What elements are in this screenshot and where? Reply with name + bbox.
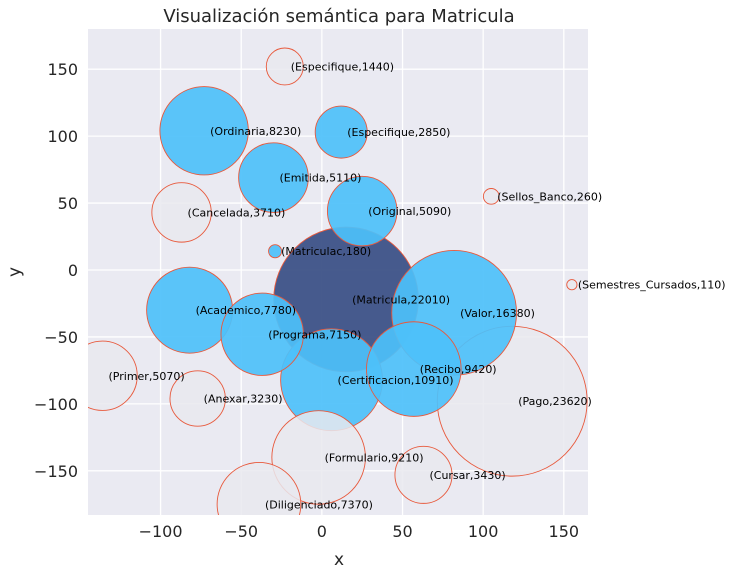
bubble-labels: (Matricula,22010) (Pago,23620) (Valor,1638…: [109, 60, 726, 511]
bubble: [366, 321, 462, 417]
bubble: [566, 279, 578, 291]
bubble: [151, 182, 212, 243]
bubble-label: (Sellos_Banco,260): [497, 190, 602, 203]
bubble: [314, 105, 368, 159]
bubble: [482, 188, 500, 205]
bubble-label: (Semestres_Cursados,110): [578, 279, 726, 292]
bubble-label: (Recibo,9420): [420, 363, 497, 376]
bubble-label: (Academico,7780): [196, 304, 297, 317]
y-tick-label: −100: [34, 395, 78, 414]
bubble-label: (Valor,16380): [460, 307, 535, 320]
bubble-label: (Programa,7150): [268, 328, 361, 341]
bubble: [220, 292, 304, 376]
bubble-label: (Formulario,9210): [325, 451, 424, 464]
x-tick-label: −50: [224, 522, 258, 541]
y-tick-label: 50: [58, 194, 78, 213]
bubbles: [88, 47, 588, 515]
bubble: [216, 462, 302, 515]
bubble-label: (Ordinaria,8230): [210, 125, 301, 138]
bubble-label: (Pago,23620): [518, 395, 592, 408]
chart-title: Visualización semántica para Matricula: [163, 6, 514, 27]
bubble-label: (Especifique,1440): [291, 60, 394, 73]
bubble-label: (Diligenciado,7370): [265, 498, 373, 511]
bubble: [238, 142, 309, 213]
y-tick-label: 150: [47, 60, 78, 79]
bubble: [265, 47, 304, 86]
bubble-label: (Anexar,3230): [204, 393, 283, 406]
x-tick-label: 0: [317, 522, 327, 541]
x-tick-label: 50: [392, 522, 412, 541]
bubble: [268, 244, 283, 259]
bubble: [159, 86, 249, 176]
x-tick-label: 100: [468, 522, 499, 541]
bubble: [326, 175, 398, 247]
bubble: [169, 370, 226, 427]
bubble-label: (Primer,5070): [109, 370, 185, 383]
y-axis-label: y: [5, 267, 25, 277]
bubble-label: (Especifique,2850): [347, 126, 450, 139]
bubble-label: (Cursar,3430): [429, 469, 505, 482]
x-axis-label: x: [334, 550, 344, 570]
bubble-label: (Emitida,5110): [279, 172, 361, 185]
bubble-label: (Certificacion,10910): [338, 374, 454, 387]
x-tick-label: −100: [139, 522, 183, 541]
bubble: [88, 340, 138, 411]
y-tick-label: −150: [34, 462, 78, 481]
y-tick-label: −50: [44, 328, 78, 347]
bubble-label: (Matricula,22010): [352, 293, 450, 306]
bubble-label: (Original,5090): [368, 205, 451, 218]
bubble: [271, 410, 366, 505]
y-tick-label: 0: [68, 261, 78, 280]
bubble-label: (Matriculac,180): [281, 245, 371, 258]
tick-labels: −100 −50 0 50 100 150 −150 −100 −50 0 50 100 150: [34, 60, 579, 541]
bubble: [394, 445, 453, 504]
y-tick-label: 100: [47, 127, 78, 146]
x-tick-label: 150: [549, 522, 580, 541]
bubble-label: (Cancelada,3710): [188, 206, 286, 219]
